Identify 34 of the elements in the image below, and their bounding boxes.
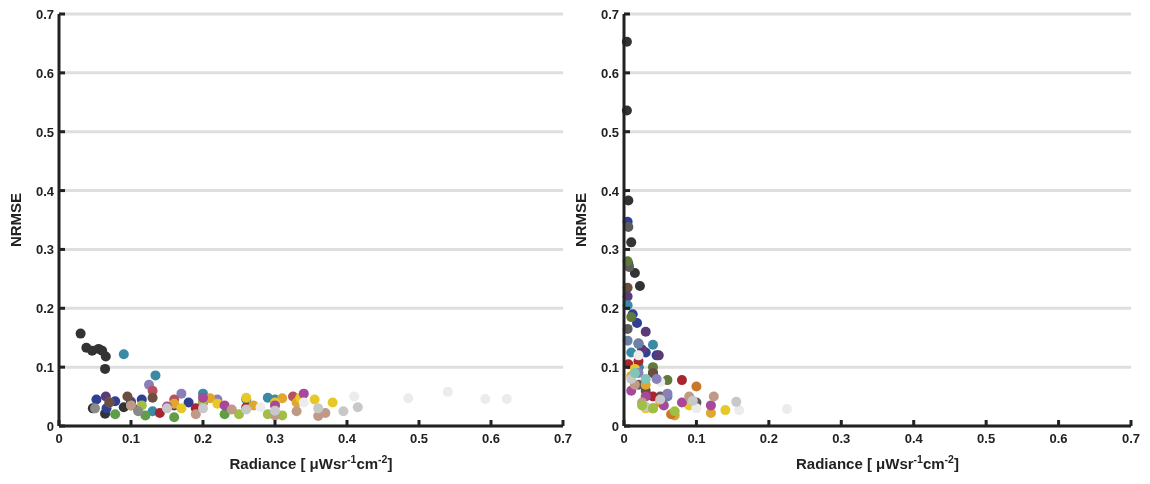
y-tick-label: 0.7 [35, 7, 54, 22]
x-tick-label: 0.3 [832, 431, 851, 446]
y-tick-label: 0.1 [600, 360, 619, 376]
y-tick-label: 0.6 [35, 65, 54, 81]
x-tick-label: 0.7 [1121, 431, 1141, 446]
y-tick-label: 0.1 [35, 360, 54, 376]
x-axis-title: Radiance [ μWsr$^{-1}$cm$^{-2}$] [229, 453, 393, 472]
x-tick-label: 0.3 [265, 431, 285, 446]
y-tick-label: 0.5 [35, 124, 54, 140]
x-tick-label: 0.1 [687, 431, 706, 446]
x-tick-label: 0.4 [904, 431, 924, 446]
y-tick-label: 0 [611, 419, 619, 434]
x-tick-label: 0.5 [409, 431, 429, 446]
x-tick-label: 0.6 [481, 431, 501, 446]
y-axis-title: NRMSE [7, 192, 24, 248]
x-tick-label: 0.2 [759, 431, 778, 446]
y-tick-label: 0.7 [600, 7, 619, 22]
y-tick-label: 0.3 [600, 242, 619, 258]
y-tick-label: 0.2 [35, 301, 54, 317]
x-tick-label: 0.2 [193, 431, 213, 446]
y-tick-label: 0.2 [600, 301, 619, 317]
x-tick-label: 0.6 [1049, 431, 1068, 446]
x-tick-label: 0.7 [553, 431, 573, 446]
y-tick-label: 0.6 [600, 65, 619, 81]
y-tick-label: 0 [46, 419, 54, 434]
x-tick-label: 0.1 [121, 431, 141, 446]
y-axis-title: NRMSE [572, 192, 589, 248]
y-tick-label: 0.3 [35, 242, 54, 258]
y-tick-label: 0.5 [600, 124, 619, 140]
x-tick-label: 0.5 [977, 431, 996, 446]
x-axis-title: Radiance [ μWsr$^{-1}$cm$^{-2}$] [796, 453, 959, 472]
x-tick-label: 0.4 [337, 431, 357, 446]
y-tick-label: 0.4 [600, 183, 620, 199]
y-tick-label: 0.4 [35, 183, 55, 199]
